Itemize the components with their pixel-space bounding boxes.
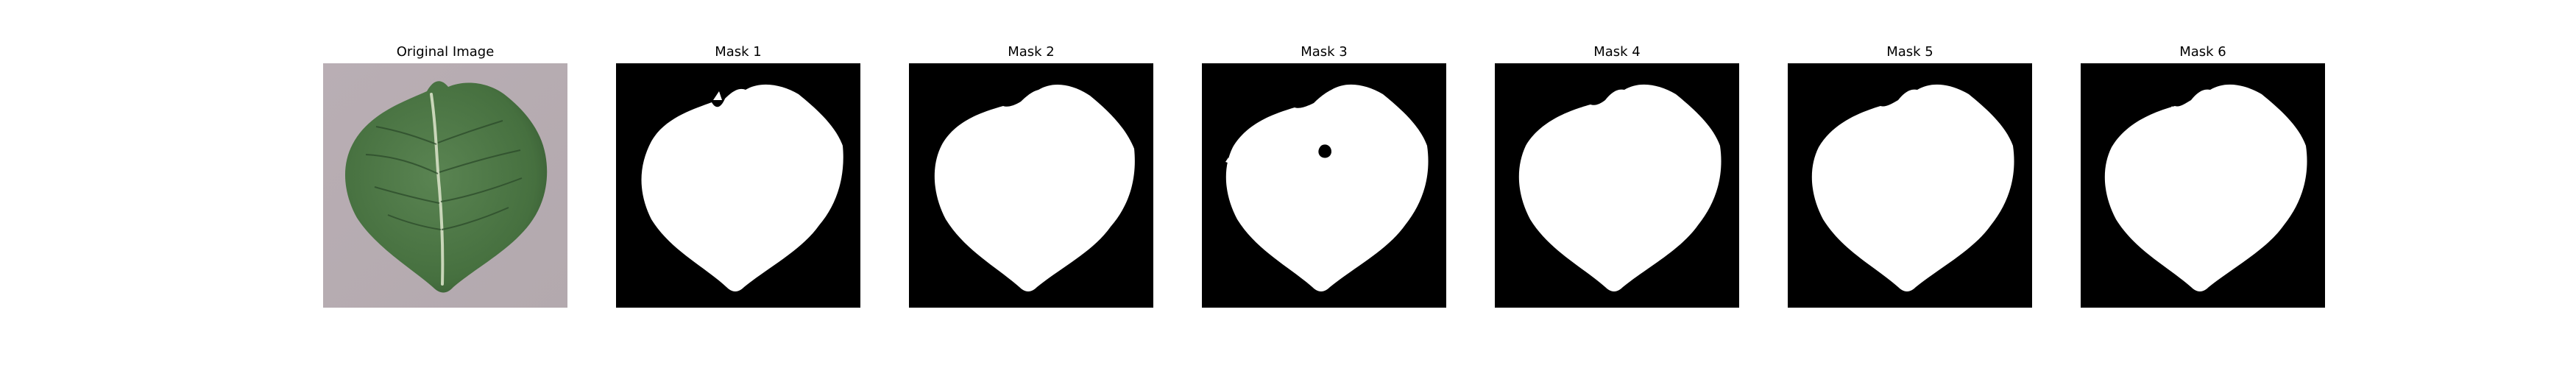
leaf-midrib (430, 93, 445, 286)
panel-mask-2: Mask 2 (909, 0, 1153, 368)
panel-mask-6: Mask 6 (2081, 0, 2325, 368)
panel-title: Mask 1 (715, 44, 762, 60)
mask-hole (1318, 144, 1331, 158)
panel-title: Mask 6 (2179, 44, 2226, 60)
mask-foreground (2104, 84, 2307, 291)
panel-title: Mask 5 (1886, 44, 1933, 60)
panel-original-image: Original Image (323, 0, 567, 368)
leaf-veins (365, 120, 523, 230)
leaf-shape (344, 81, 548, 293)
panel-title: Mask 4 (1593, 44, 1641, 60)
mask-foreground (934, 85, 1135, 291)
panel-title: Mask 3 (1301, 44, 1348, 60)
panel-title: Mask 2 (1008, 44, 1055, 60)
panel-mask-4: Mask 4 (1495, 0, 1739, 368)
segmentation-mask-3 (1202, 63, 1446, 308)
segmentation-mask-2 (909, 63, 1153, 308)
panel-mask-1: Mask 1 (616, 0, 860, 368)
mask-foreground (641, 84, 843, 291)
segmentation-mask-6 (2081, 63, 2325, 308)
segmentation-mask-5 (1788, 63, 2032, 308)
segmentation-mask-4 (1495, 63, 1739, 308)
panel-mask-5: Mask 5 (1788, 0, 2032, 368)
panel-mask-3: Mask 3 (1202, 0, 1446, 368)
mask-foreground (1811, 84, 2014, 291)
mask-foreground (1518, 84, 1722, 291)
original-leaf-photo (323, 63, 567, 308)
mask-foreground (1225, 84, 1429, 291)
segmentation-mask-1 (616, 63, 860, 308)
panel-title: Original Image (396, 44, 495, 60)
